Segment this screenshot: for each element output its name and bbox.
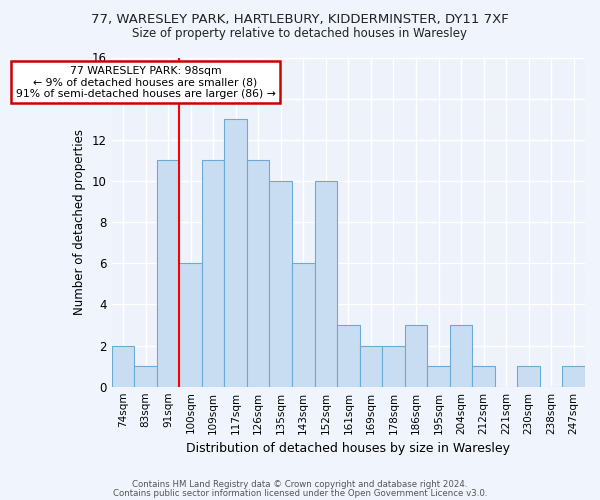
Bar — [202, 160, 224, 386]
Bar — [472, 366, 495, 386]
Text: Size of property relative to detached houses in Waresley: Size of property relative to detached ho… — [133, 28, 467, 40]
Bar — [157, 160, 179, 386]
Bar — [314, 181, 337, 386]
Bar — [359, 346, 382, 387]
Bar — [337, 325, 359, 386]
Bar — [450, 325, 472, 386]
Text: 77, WARESLEY PARK, HARTLEBURY, KIDDERMINSTER, DY11 7XF: 77, WARESLEY PARK, HARTLEBURY, KIDDERMIN… — [91, 12, 509, 26]
Bar — [517, 366, 540, 386]
X-axis label: Distribution of detached houses by size in Waresley: Distribution of detached houses by size … — [187, 442, 511, 455]
Bar — [224, 119, 247, 386]
Bar — [292, 263, 314, 386]
Text: Contains HM Land Registry data © Crown copyright and database right 2024.: Contains HM Land Registry data © Crown c… — [132, 480, 468, 489]
Bar — [134, 366, 157, 386]
Text: Contains public sector information licensed under the Open Government Licence v3: Contains public sector information licen… — [113, 488, 487, 498]
Bar — [179, 263, 202, 386]
Bar — [247, 160, 269, 386]
Bar — [112, 346, 134, 387]
Bar — [562, 366, 585, 386]
Text: 77 WARESLEY PARK: 98sqm
← 9% of detached houses are smaller (8)
91% of semi-deta: 77 WARESLEY PARK: 98sqm ← 9% of detached… — [16, 66, 275, 99]
Bar — [382, 346, 405, 387]
Bar — [427, 366, 450, 386]
Y-axis label: Number of detached properties: Number of detached properties — [73, 129, 86, 315]
Bar — [269, 181, 292, 386]
Bar — [405, 325, 427, 386]
